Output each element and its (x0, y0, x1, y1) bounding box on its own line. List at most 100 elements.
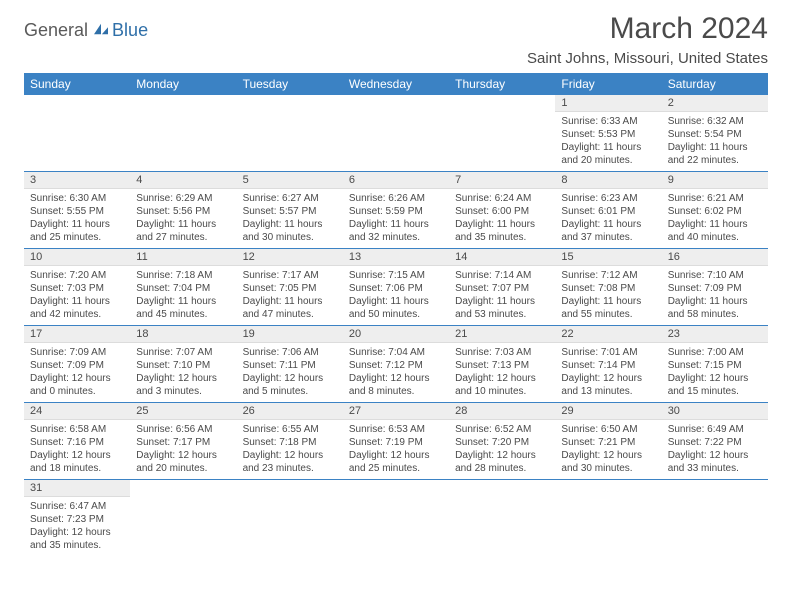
calendar-cell: 22Sunrise: 7:01 AMSunset: 7:14 PMDayligh… (555, 326, 661, 403)
calendar-cell: 5Sunrise: 6:27 AMSunset: 5:57 PMDaylight… (237, 172, 343, 249)
calendar-cell: 13Sunrise: 7:15 AMSunset: 7:06 PMDayligh… (343, 249, 449, 326)
day-info: Sunrise: 7:17 AMSunset: 7:05 PMDaylight:… (237, 266, 343, 325)
calendar-cell: 19Sunrise: 7:06 AMSunset: 7:11 PMDayligh… (237, 326, 343, 403)
calendar-cell (343, 95, 449, 172)
day-info: Sunrise: 7:01 AMSunset: 7:14 PMDaylight:… (555, 343, 661, 402)
day-info: Sunrise: 6:56 AMSunset: 7:17 PMDaylight:… (130, 420, 236, 479)
calendar-cell (449, 480, 555, 557)
calendar-row: 10Sunrise: 7:20 AMSunset: 7:03 PMDayligh… (24, 249, 768, 326)
day-number: 21 (449, 326, 555, 343)
day-number: 27 (343, 403, 449, 420)
day-info: Sunrise: 6:33 AMSunset: 5:53 PMDaylight:… (555, 112, 661, 171)
day-number: 29 (555, 403, 661, 420)
col-saturday: Saturday (662, 73, 768, 95)
day-number: 19 (237, 326, 343, 343)
sail-icon (92, 22, 110, 36)
day-info: Sunrise: 6:52 AMSunset: 7:20 PMDaylight:… (449, 420, 555, 479)
day-number: 13 (343, 249, 449, 266)
calendar-cell (237, 95, 343, 172)
day-info: Sunrise: 6:58 AMSunset: 7:16 PMDaylight:… (24, 420, 130, 479)
calendar-cell (130, 480, 236, 557)
calendar-cell: 20Sunrise: 7:04 AMSunset: 7:12 PMDayligh… (343, 326, 449, 403)
calendar-cell: 8Sunrise: 6:23 AMSunset: 6:01 PMDaylight… (555, 172, 661, 249)
day-info: Sunrise: 6:29 AMSunset: 5:56 PMDaylight:… (130, 189, 236, 248)
calendar-row: 1Sunrise: 6:33 AMSunset: 5:53 PMDaylight… (24, 95, 768, 172)
col-friday: Friday (555, 73, 661, 95)
calendar-cell: 10Sunrise: 7:20 AMSunset: 7:03 PMDayligh… (24, 249, 130, 326)
logo-text-blue: Blue (112, 20, 148, 41)
day-number: 14 (449, 249, 555, 266)
day-info: Sunrise: 6:27 AMSunset: 5:57 PMDaylight:… (237, 189, 343, 248)
day-number: 6 (343, 172, 449, 189)
calendar-cell: 28Sunrise: 6:52 AMSunset: 7:20 PMDayligh… (449, 403, 555, 480)
day-number: 17 (24, 326, 130, 343)
day-info: Sunrise: 7:09 AMSunset: 7:09 PMDaylight:… (24, 343, 130, 402)
day-info: Sunrise: 7:07 AMSunset: 7:10 PMDaylight:… (130, 343, 236, 402)
day-number: 5 (237, 172, 343, 189)
calendar-cell: 29Sunrise: 6:50 AMSunset: 7:21 PMDayligh… (555, 403, 661, 480)
day-info: Sunrise: 6:24 AMSunset: 6:00 PMDaylight:… (449, 189, 555, 248)
calendar-cell (662, 480, 768, 557)
day-number: 15 (555, 249, 661, 266)
day-info: Sunrise: 6:30 AMSunset: 5:55 PMDaylight:… (24, 189, 130, 248)
day-info: Sunrise: 6:32 AMSunset: 5:54 PMDaylight:… (662, 112, 768, 171)
logo: General Blue (24, 12, 148, 41)
day-number: 9 (662, 172, 768, 189)
calendar-cell: 6Sunrise: 6:26 AMSunset: 5:59 PMDaylight… (343, 172, 449, 249)
calendar-cell: 15Sunrise: 7:12 AMSunset: 7:08 PMDayligh… (555, 249, 661, 326)
day-info: Sunrise: 7:14 AMSunset: 7:07 PMDaylight:… (449, 266, 555, 325)
calendar-row: 31Sunrise: 6:47 AMSunset: 7:23 PMDayligh… (24, 480, 768, 557)
day-info: Sunrise: 7:15 AMSunset: 7:06 PMDaylight:… (343, 266, 449, 325)
calendar-cell (237, 480, 343, 557)
day-number: 20 (343, 326, 449, 343)
calendar-cell: 12Sunrise: 7:17 AMSunset: 7:05 PMDayligh… (237, 249, 343, 326)
day-info: Sunrise: 7:18 AMSunset: 7:04 PMDaylight:… (130, 266, 236, 325)
header-row: Sunday Monday Tuesday Wednesday Thursday… (24, 73, 768, 95)
header: General Blue March 2024 Saint Johns, Mis… (24, 12, 768, 67)
calendar-cell: 14Sunrise: 7:14 AMSunset: 7:07 PMDayligh… (449, 249, 555, 326)
day-info: Sunrise: 6:49 AMSunset: 7:22 PMDaylight:… (662, 420, 768, 479)
calendar-cell: 25Sunrise: 6:56 AMSunset: 7:17 PMDayligh… (130, 403, 236, 480)
calendar-cell: 18Sunrise: 7:07 AMSunset: 7:10 PMDayligh… (130, 326, 236, 403)
calendar-cell: 1Sunrise: 6:33 AMSunset: 5:53 PMDaylight… (555, 95, 661, 172)
day-info: Sunrise: 6:23 AMSunset: 6:01 PMDaylight:… (555, 189, 661, 248)
calendar-cell: 30Sunrise: 6:49 AMSunset: 7:22 PMDayligh… (662, 403, 768, 480)
day-number: 3 (24, 172, 130, 189)
day-number: 31 (24, 480, 130, 497)
calendar-table: Sunday Monday Tuesday Wednesday Thursday… (24, 73, 768, 556)
col-tuesday: Tuesday (237, 73, 343, 95)
day-info: Sunrise: 6:47 AMSunset: 7:23 PMDaylight:… (24, 497, 130, 556)
col-wednesday: Wednesday (343, 73, 449, 95)
day-number: 25 (130, 403, 236, 420)
location: Saint Johns, Missouri, United States (527, 50, 768, 67)
calendar-cell: 9Sunrise: 6:21 AMSunset: 6:02 PMDaylight… (662, 172, 768, 249)
calendar-cell: 23Sunrise: 7:00 AMSunset: 7:15 PMDayligh… (662, 326, 768, 403)
calendar-cell: 2Sunrise: 6:32 AMSunset: 5:54 PMDaylight… (662, 95, 768, 172)
calendar-cell (449, 95, 555, 172)
calendar-cell (555, 480, 661, 557)
month-title: March 2024 (527, 12, 768, 46)
day-info: Sunrise: 6:50 AMSunset: 7:21 PMDaylight:… (555, 420, 661, 479)
day-info: Sunrise: 6:26 AMSunset: 5:59 PMDaylight:… (343, 189, 449, 248)
calendar-cell (343, 480, 449, 557)
calendar-cell (130, 95, 236, 172)
day-number: 1 (555, 95, 661, 112)
calendar-row: 17Sunrise: 7:09 AMSunset: 7:09 PMDayligh… (24, 326, 768, 403)
day-info: Sunrise: 6:21 AMSunset: 6:02 PMDaylight:… (662, 189, 768, 248)
day-number: 18 (130, 326, 236, 343)
title-block: March 2024 Saint Johns, Missouri, United… (527, 12, 768, 67)
calendar-cell: 24Sunrise: 6:58 AMSunset: 7:16 PMDayligh… (24, 403, 130, 480)
day-number: 11 (130, 249, 236, 266)
col-thursday: Thursday (449, 73, 555, 95)
day-number: 28 (449, 403, 555, 420)
day-number: 26 (237, 403, 343, 420)
calendar-cell: 21Sunrise: 7:03 AMSunset: 7:13 PMDayligh… (449, 326, 555, 403)
day-number: 22 (555, 326, 661, 343)
day-number: 2 (662, 95, 768, 112)
day-info: Sunrise: 7:03 AMSunset: 7:13 PMDaylight:… (449, 343, 555, 402)
day-info: Sunrise: 6:53 AMSunset: 7:19 PMDaylight:… (343, 420, 449, 479)
calendar-row: 24Sunrise: 6:58 AMSunset: 7:16 PMDayligh… (24, 403, 768, 480)
day-number: 8 (555, 172, 661, 189)
col-monday: Monday (130, 73, 236, 95)
day-info: Sunrise: 7:10 AMSunset: 7:09 PMDaylight:… (662, 266, 768, 325)
